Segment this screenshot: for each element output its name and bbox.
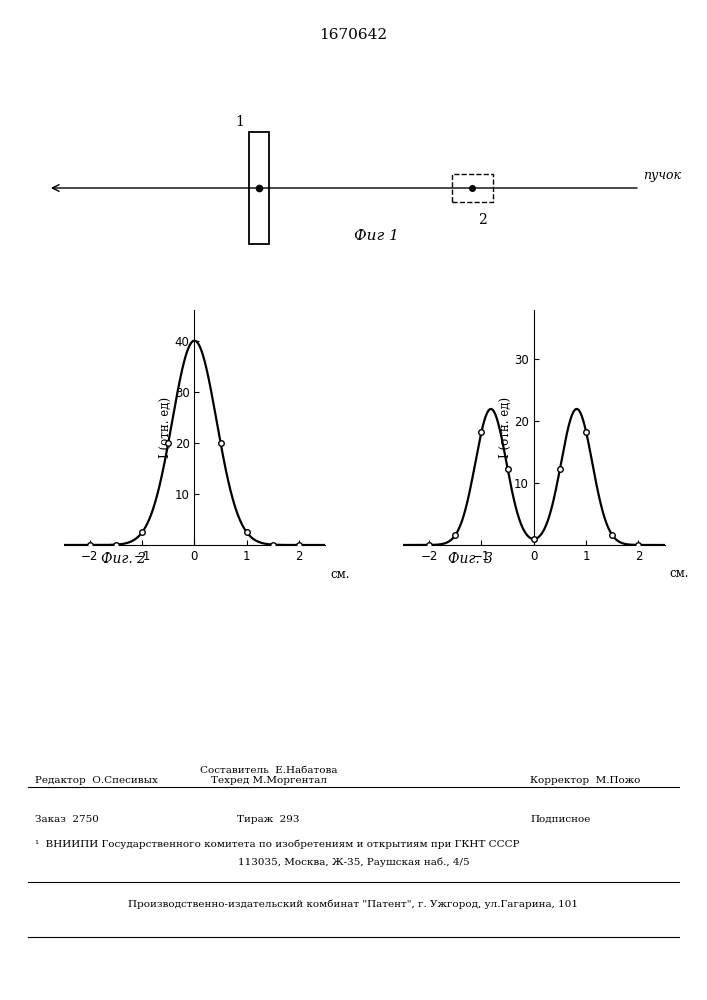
Text: см.: см. <box>670 567 689 580</box>
Text: Фиг. 2: Фиг. 2 <box>101 552 146 566</box>
Text: Фиг 1: Фиг 1 <box>354 229 398 243</box>
Text: I (отн. ед): I (отн. ед) <box>498 397 511 458</box>
Text: 1: 1 <box>236 115 245 129</box>
Text: 1670642: 1670642 <box>320 28 387 42</box>
Text: Производственно-издательский комбинат "Патент", г. Ужгород, ул.Гагарина, 101: Производственно-издательский комбинат "П… <box>129 900 578 909</box>
Text: Заказ  2750: Заказ 2750 <box>35 815 99 824</box>
Text: Тираж  293: Тираж 293 <box>238 815 300 824</box>
Text: I (отн. ед): I (отн. ед) <box>159 397 172 458</box>
Text: Корректор  М.Пожо: Корректор М.Пожо <box>530 776 641 785</box>
Text: 113035, Москва, Ж-35, Раушская наб., 4/5: 113035, Москва, Ж-35, Раушская наб., 4/5 <box>238 857 469 867</box>
Text: пучок: пучок <box>643 169 681 182</box>
Text: Подписное: Подписное <box>530 815 590 824</box>
Text: 2: 2 <box>478 213 486 227</box>
Text: Составитель  Е.Набатова
Техред М.Моргентал: Составитель Е.Набатова Техред М.Моргента… <box>200 766 337 785</box>
Text: ¹  ВНИИПИ Государственного комитета по изобретениям и открытиям при ГКНТ СССР: ¹ ВНИИПИ Государственного комитета по из… <box>35 840 520 849</box>
Text: см.: см. <box>330 568 350 581</box>
Bar <box>452 174 493 202</box>
Text: Фиг. 3: Фиг. 3 <box>448 552 493 566</box>
Bar <box>249 132 269 244</box>
Text: Редактор  О.Спесивых: Редактор О.Спесивых <box>35 776 158 785</box>
